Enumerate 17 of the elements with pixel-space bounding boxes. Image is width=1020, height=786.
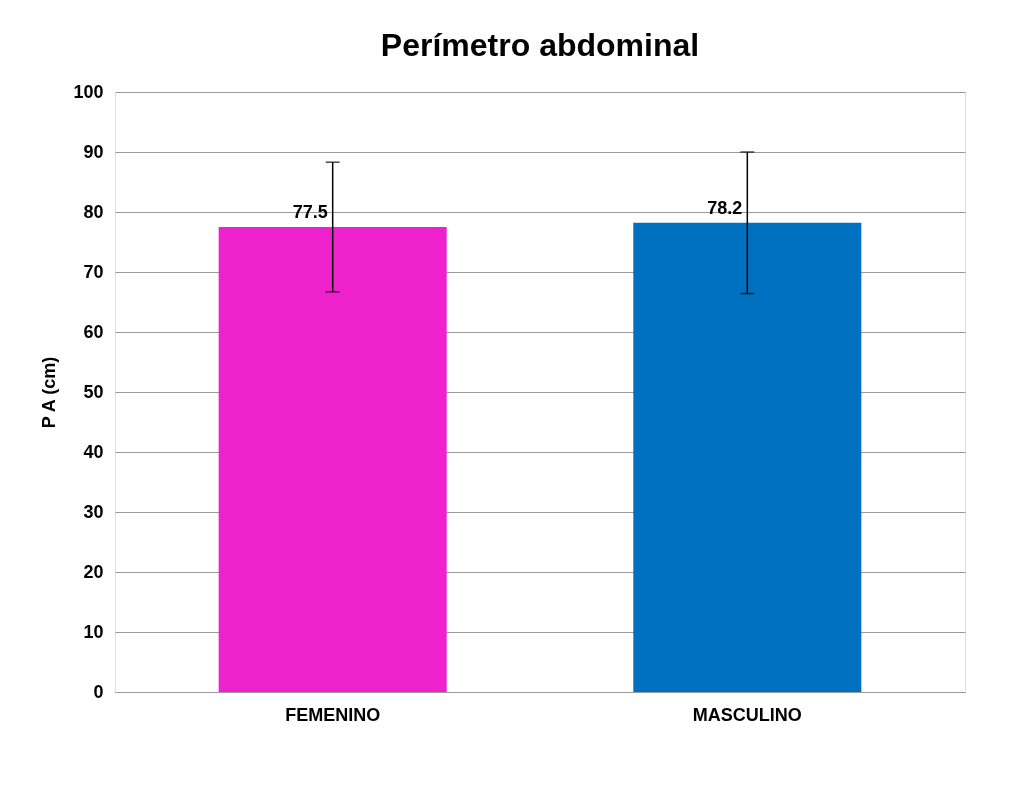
y-tick-label: 30 <box>83 501 104 522</box>
y-tick-label: 90 <box>83 141 104 162</box>
x-tick-label: MASCULINO <box>692 704 802 725</box>
chart-title: Perímetro abdominal <box>380 27 700 63</box>
y-tick-label: 10 <box>83 621 104 642</box>
data-label: 78.2 <box>707 197 743 218</box>
y-tick-label: 50 <box>83 381 104 402</box>
y-tick-label: 20 <box>83 561 104 582</box>
y-tick-label: 100 <box>73 81 104 102</box>
y-tick-label: 60 <box>83 321 104 342</box>
y-axis-title: P A (cm) <box>39 356 60 429</box>
x-tick-label: FEMENINO <box>285 704 381 725</box>
data-label: 77.5 <box>292 202 328 222</box>
y-tick-label: 80 <box>83 201 104 222</box>
y-tick-label: 0 <box>93 681 104 702</box>
y-tick-label: 40 <box>83 441 104 462</box>
y-tick-label: 70 <box>83 261 104 282</box>
